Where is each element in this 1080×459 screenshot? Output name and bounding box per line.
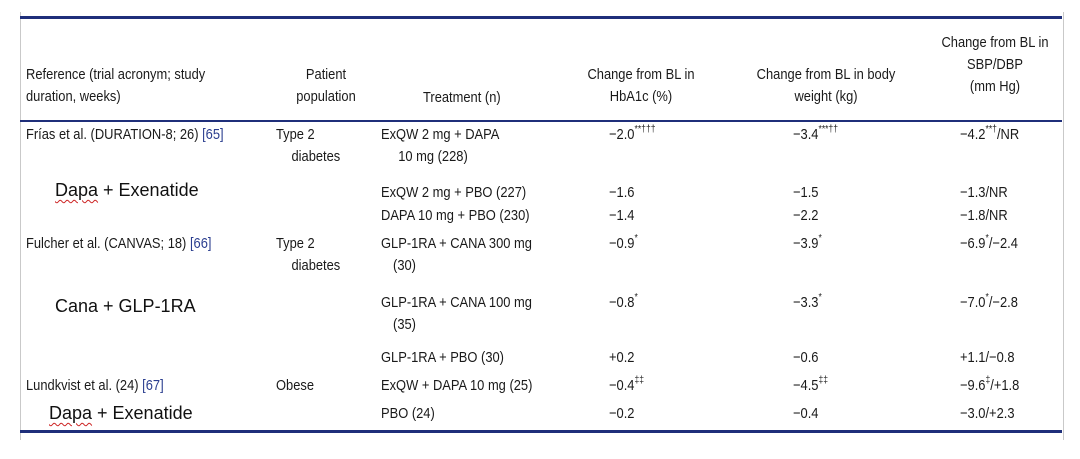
table-row-treatment: PBO (24) xyxy=(381,405,435,422)
table-row-sbp: −4.2**†/NR xyxy=(960,124,1020,144)
table-row-treatment: ExQW 2 mg + PBO (227) xyxy=(381,184,527,201)
table-row-reference: Fulcher et al. (CANVAS; 18) [66] xyxy=(26,235,212,252)
table-row-treatment: ExQW + DAPA 10 mg (25) xyxy=(381,377,533,394)
table-row-population: Type 2 diabetes xyxy=(276,126,341,165)
table-row-hba1c: −2.0**††† xyxy=(609,124,656,144)
table-row-hba1c: −0.2 xyxy=(609,405,635,422)
table-row-hba1c: +0.2 xyxy=(609,349,635,366)
table-row-population: Obese xyxy=(276,377,315,394)
table-row-sbp: −1.3/NR xyxy=(960,184,1008,201)
table-row-population: Type 2 diabetes xyxy=(276,235,341,274)
table-row-weight: −3.4***†† xyxy=(793,124,839,144)
table-row-weight: −2.2 xyxy=(793,207,819,224)
table-frame xyxy=(20,12,1064,440)
table-row-hba1c: −0.4‡‡ xyxy=(609,375,645,395)
table-row-sbp: −6.9*/−2.4 xyxy=(960,233,1018,253)
table-row-treatment: DAPA 10 mg + PBO (230) xyxy=(381,207,530,224)
table-row-weight: −3.9* xyxy=(793,233,822,253)
top-rule xyxy=(20,16,1062,19)
header-treatment: Treatment (n) xyxy=(423,89,501,106)
header-population: Patient population xyxy=(296,66,356,105)
table-row-weight: −0.6 xyxy=(793,349,819,366)
table-row-reference: Lundkvist et al. (24) [67] xyxy=(26,377,164,394)
table-row-sbp: +1.1/−0.8 xyxy=(960,349,1015,366)
table-row-sbp: −9.6‡/+1.8 xyxy=(960,375,1020,395)
table-row-sbp: −7.0*/−2.8 xyxy=(960,292,1018,312)
table-row-sbp: −1.8/NR xyxy=(960,207,1008,224)
overlay-label: Dapa + Exenatide xyxy=(55,180,199,200)
table-row-treatment: GLP-1RA + PBO (30) xyxy=(381,349,504,366)
table-row-weight: −3.3* xyxy=(793,292,822,312)
header-rule xyxy=(20,120,1062,122)
table-row-weight: −0.4 xyxy=(793,405,819,422)
table-row-hba1c: −1.6 xyxy=(609,184,635,201)
header-weight: Change from BL in body weight (kg) xyxy=(756,66,896,105)
table-row-sbp: −3.0/+2.3 xyxy=(960,405,1015,422)
table-row-treatment: GLP-1RA + CANA 300 mg (30) xyxy=(381,235,532,274)
table-row-treatment: GLP-1RA + CANA 100 mg (35) xyxy=(381,294,532,333)
table-row-weight: −1.5 xyxy=(793,184,819,201)
table-row-treatment: ExQW 2 mg + DAPA 10 mg (228) xyxy=(381,126,500,165)
header-hba1c: Change from BL in HbA1c (%) xyxy=(587,66,695,105)
table-row-reference: Frías et al. (DURATION-8; 26) [65] xyxy=(26,126,224,143)
table-row-hba1c: −0.8* xyxy=(609,292,638,312)
header-reference: Reference (trial acronym; study duration,… xyxy=(26,66,206,105)
table-row-weight: −4.5‡‡ xyxy=(793,375,829,395)
header-sbp: Change from BL in SBP/DBP (mm Hg) xyxy=(941,34,1049,95)
table-row-hba1c: −0.9* xyxy=(609,233,638,253)
bottom-rule xyxy=(20,430,1062,433)
overlay-label: Cana + GLP-1RA xyxy=(55,296,196,316)
overlay-label: Dapa + Exenatide xyxy=(49,403,193,423)
table-row-hba1c: −1.4 xyxy=(609,207,635,224)
